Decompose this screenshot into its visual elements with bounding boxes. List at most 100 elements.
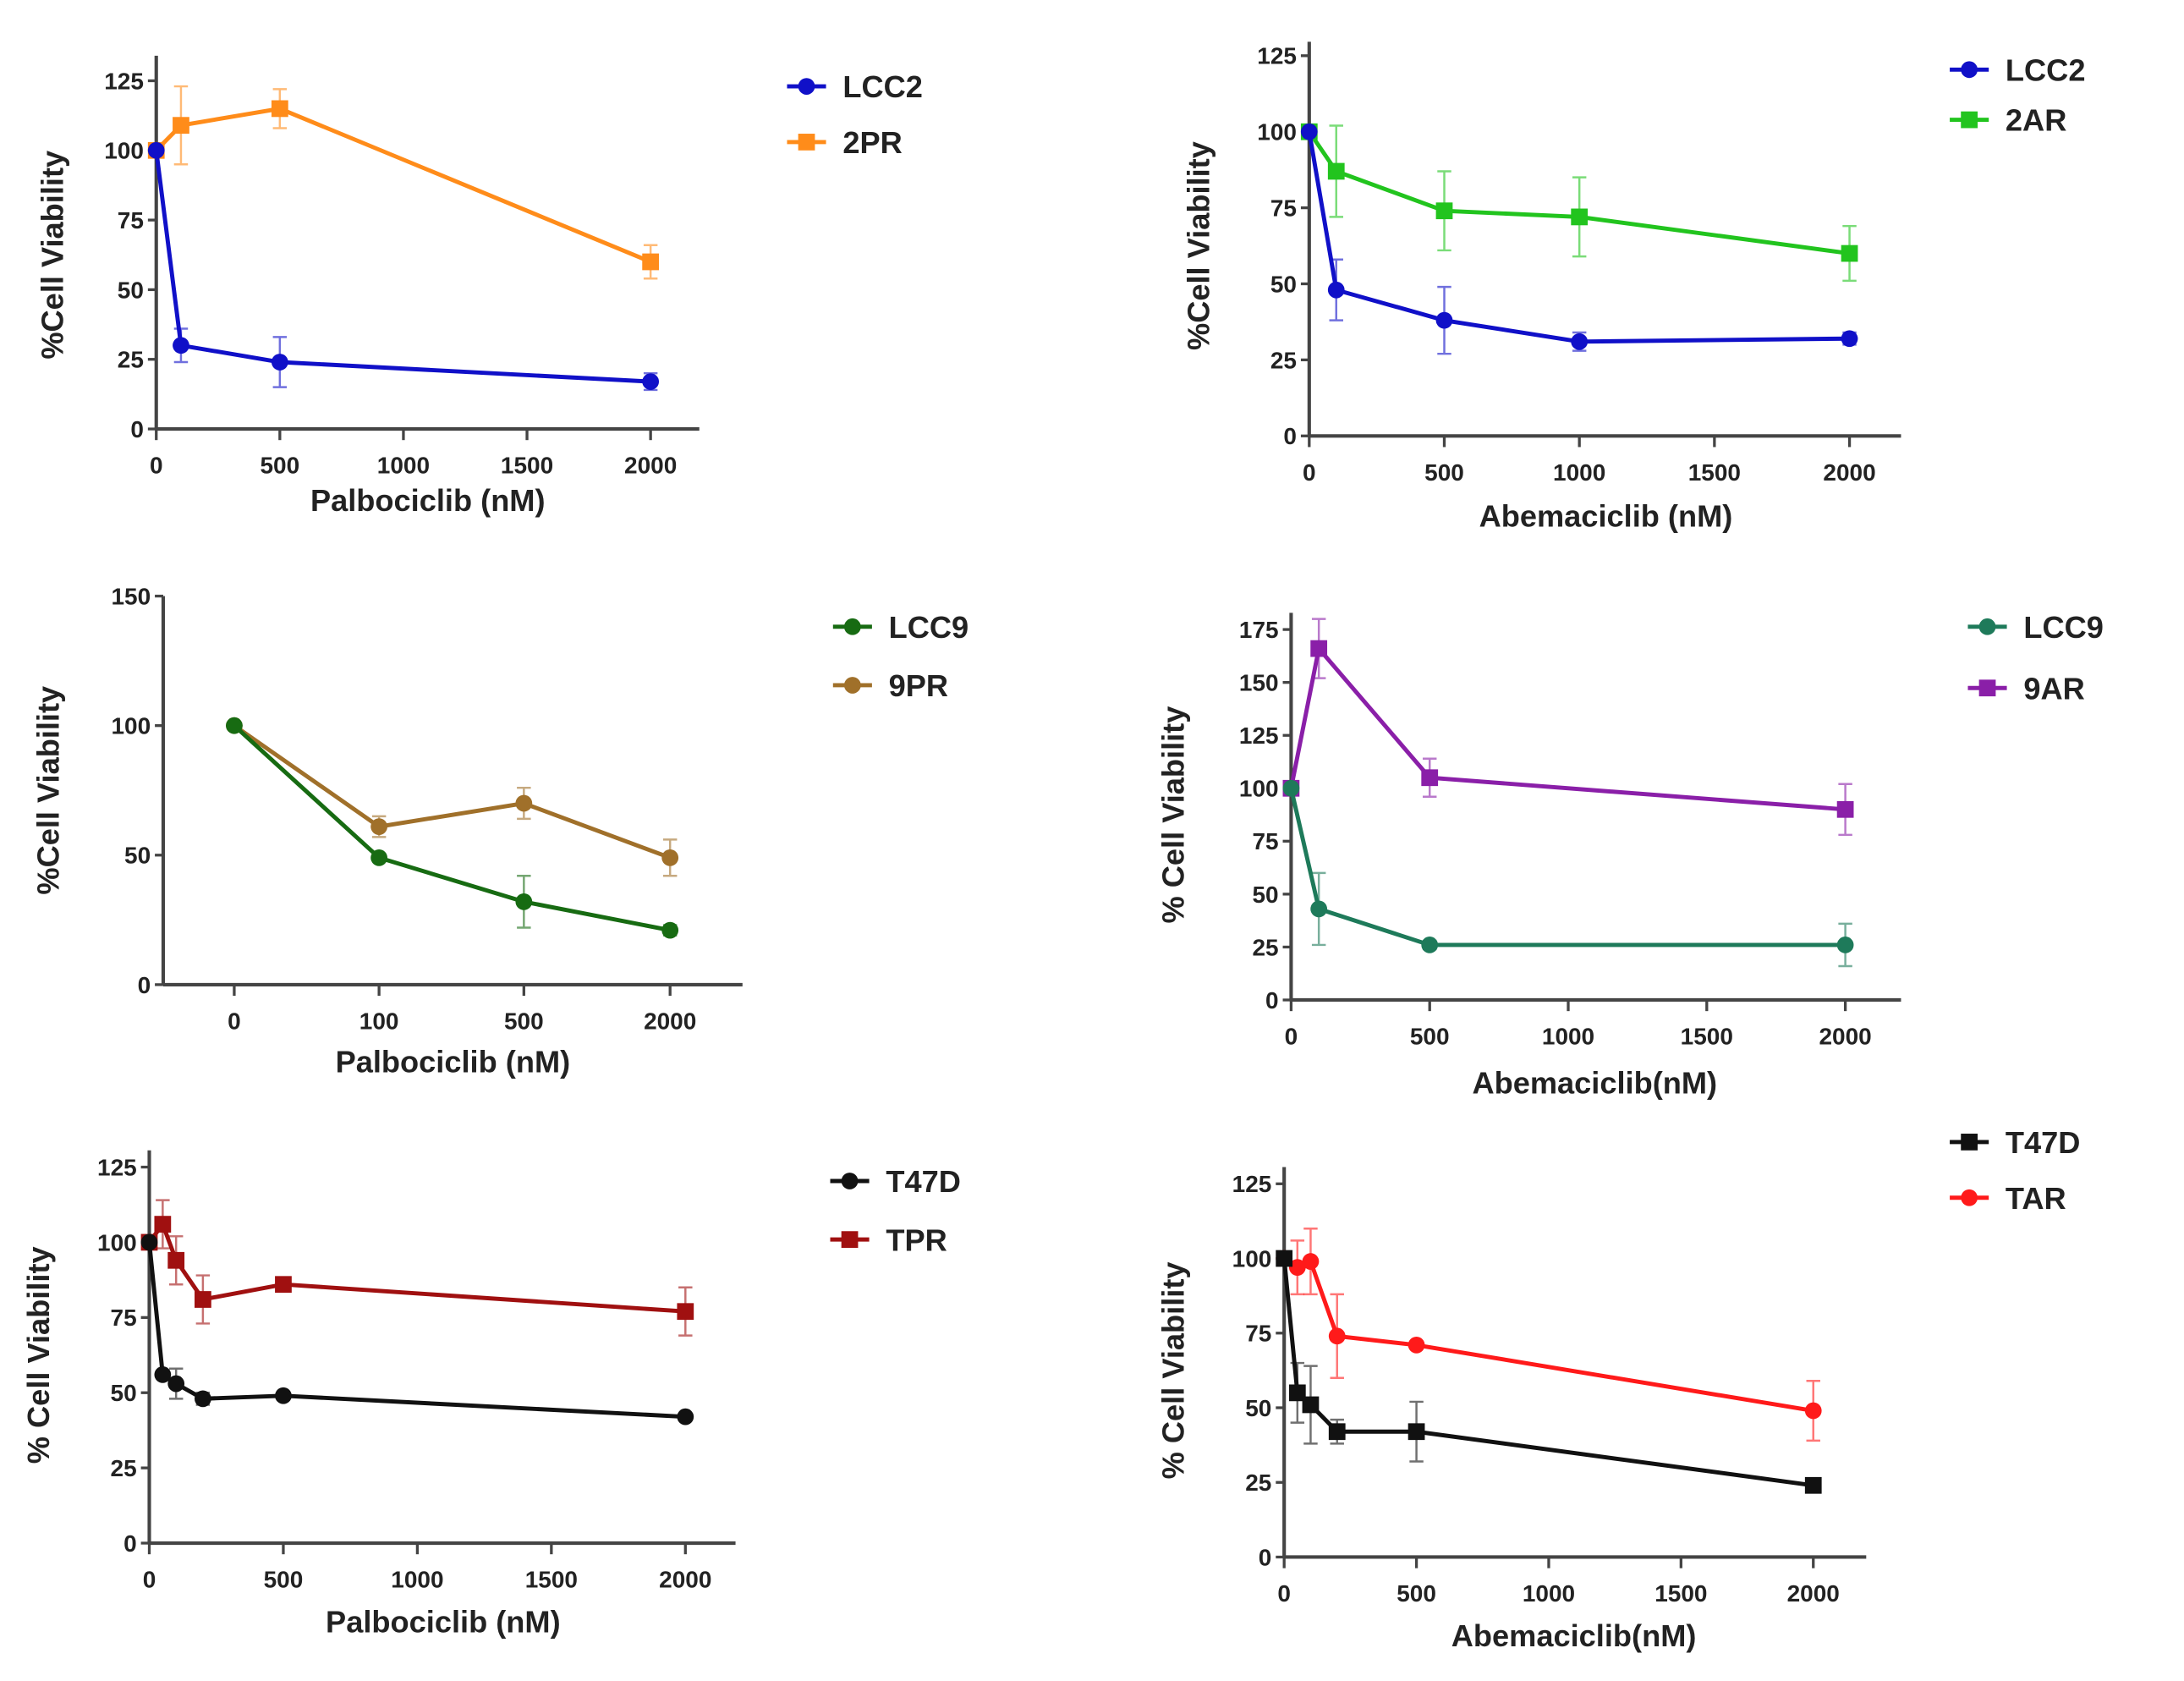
x-axis-label: Palbociclib (nM) <box>310 483 546 518</box>
data-point <box>275 1387 292 1404</box>
legend-item-TAR: TAR <box>1950 1181 2066 1216</box>
y-tick-label: 0 <box>123 1530 137 1557</box>
x-tick-label: 2000 <box>659 1567 711 1593</box>
y-tick-label: 125 <box>1239 722 1279 749</box>
x-tick-label: 0 <box>1285 1024 1298 1050</box>
legend-marker <box>1961 1134 1978 1151</box>
x-tick-label: 1500 <box>1654 1580 1707 1607</box>
legend-item-9AR: 9AR <box>1967 671 2085 706</box>
data-point <box>1841 330 1858 348</box>
x-tick-label: 1000 <box>1523 1580 1575 1607</box>
legend-label: 2AR <box>2006 103 2066 138</box>
y-tick-label: 175 <box>1239 617 1279 643</box>
data-point <box>1288 1259 1306 1276</box>
legend-marker <box>843 618 861 635</box>
legend-label: T47D <box>2006 1125 2081 1160</box>
data-point <box>140 1233 158 1251</box>
x-tick-label: 1000 <box>1542 1024 1594 1050</box>
y-tick-label: 25 <box>111 1455 137 1481</box>
legend-item-T47D: T47D <box>830 1164 961 1199</box>
data-point <box>147 141 165 159</box>
legend-marker <box>798 134 815 151</box>
legend-marker <box>1978 679 1996 697</box>
x-tick-label: 500 <box>504 1008 544 1035</box>
y-tick-label: 25 <box>1245 1470 1271 1496</box>
y-tick-label: 100 <box>1257 119 1297 146</box>
y-tick-label: 75 <box>1270 195 1297 221</box>
y-axis-label: %Cell Viability <box>30 686 65 895</box>
x-tick-label: 1000 <box>391 1567 443 1593</box>
data-point <box>271 100 288 118</box>
series-2PR <box>147 85 660 280</box>
data-point <box>1300 123 1318 140</box>
data-point <box>1310 640 1328 657</box>
data-point <box>275 1276 292 1294</box>
chart-panel-1: 0 25 50 75 100 125 0 500 1000 1500 2000 Palbociclib… <box>35 55 923 518</box>
chart-panel-2: 0 25 50 75 100 125 0 500 1000 1500 2000 Abemaciclib… <box>1181 41 2085 533</box>
data-point <box>1288 1384 1306 1402</box>
legend-marker <box>1978 618 1996 635</box>
data-point <box>1302 1253 1320 1270</box>
legend-item-LCC2: LCC2 <box>787 69 923 104</box>
y-tick-label: 0 <box>138 972 151 998</box>
y-tick-label: 150 <box>1239 670 1279 696</box>
y-tick-label: 125 <box>97 1154 137 1180</box>
data-point <box>1302 1396 1320 1414</box>
y-tick-label: 100 <box>104 138 144 164</box>
series-T47D <box>140 1233 694 1426</box>
y-axis-label: % Cell Viability <box>1156 706 1191 924</box>
legend-label: 2PR <box>842 125 902 160</box>
data-point <box>1836 800 1854 818</box>
data-point <box>661 849 679 866</box>
x-tick-label: 1500 <box>1681 1024 1733 1050</box>
data-point <box>677 1408 694 1426</box>
y-tick-label: 0 <box>1259 1544 1272 1570</box>
y-tick-label: 75 <box>1245 1321 1271 1347</box>
y-tick-label: 125 <box>104 68 144 94</box>
y-tick-label: 50 <box>124 843 151 869</box>
y-axis-label: %Cell Viability <box>1181 141 1215 350</box>
y-tick-label: 25 <box>118 347 144 373</box>
y-tick-label: 100 <box>1232 1245 1272 1272</box>
legend-label: 9PR <box>889 668 948 703</box>
data-point <box>154 1216 172 1233</box>
data-point <box>1408 1423 1425 1441</box>
series-9PR <box>226 717 679 877</box>
series-T47D <box>1276 1250 1822 1494</box>
x-tick-label: 2000 <box>1823 459 1875 486</box>
x-axis-label: Palbociclib (nM) <box>336 1045 571 1079</box>
y-tick-label: 75 <box>1252 828 1278 854</box>
legend-label: TPR <box>886 1222 947 1257</box>
x-tick-label: 1500 <box>525 1567 578 1593</box>
data-point <box>1310 900 1328 918</box>
data-point <box>1276 1250 1293 1267</box>
legend-item-LCC9: LCC9 <box>1967 610 2104 645</box>
series-LCC2 <box>147 141 660 392</box>
legend-marker <box>841 1231 859 1249</box>
data-point <box>195 1291 211 1308</box>
data-point <box>370 849 388 866</box>
x-tick-label: 500 <box>1424 459 1464 486</box>
y-tick-label: 100 <box>111 713 151 739</box>
x-tick-label: 2000 <box>1819 1024 1871 1050</box>
data-point <box>515 893 533 910</box>
x-tick-label: 1500 <box>1688 459 1741 486</box>
series-TPR <box>140 1199 694 1337</box>
data-point <box>642 253 660 271</box>
legend-marker <box>1961 1189 1978 1206</box>
x-tick-label: 100 <box>359 1008 399 1035</box>
series-LCC9 <box>226 717 679 939</box>
data-point <box>1421 769 1439 787</box>
data-point <box>1571 208 1589 226</box>
legend-marker <box>841 1173 859 1189</box>
legend-item-2AR: 2AR <box>1950 103 2066 138</box>
y-tick-label: 100 <box>1239 776 1279 802</box>
series-LCC9 <box>1282 779 1854 968</box>
legend-item-LCC2: LCC2 <box>1950 52 2085 87</box>
data-point <box>271 354 288 371</box>
x-axis-label: Palbociclib (nM) <box>326 1604 561 1639</box>
data-point <box>173 337 189 354</box>
data-point <box>642 373 660 390</box>
y-tick-label: 125 <box>1232 1171 1272 1197</box>
legend-marker <box>1961 61 1978 79</box>
